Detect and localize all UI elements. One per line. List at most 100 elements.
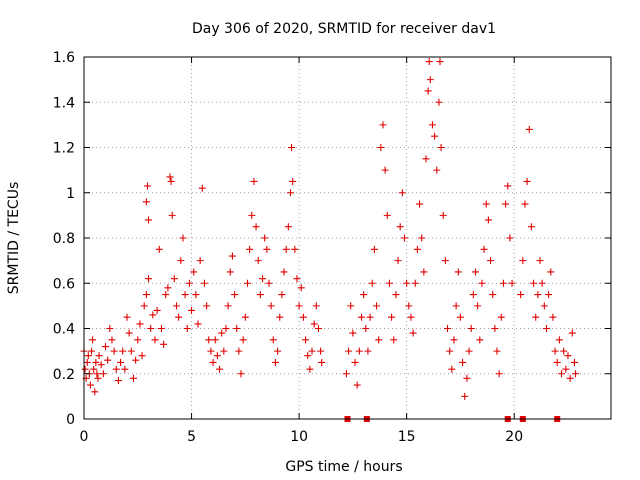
data-point	[194, 320, 202, 328]
data-point	[162, 291, 170, 299]
data-point	[299, 313, 307, 321]
data-point	[224, 302, 232, 310]
data-point	[183, 325, 191, 332]
x-tick-label: 10	[290, 429, 308, 445]
data-point	[226, 268, 234, 276]
data-point	[506, 234, 514, 242]
data-point	[117, 358, 125, 366]
data-point	[288, 144, 296, 151]
data-point	[452, 302, 460, 310]
data-point	[360, 291, 368, 299]
data-point	[286, 189, 294, 197]
data-point	[469, 291, 477, 299]
data-point	[499, 279, 507, 287]
data-point	[209, 358, 217, 366]
data-point	[89, 336, 97, 344]
data-point	[112, 365, 120, 373]
data-point	[467, 325, 475, 332]
data-point	[383, 211, 391, 219]
data-point	[222, 325, 230, 332]
data-point	[237, 370, 245, 378]
y-tick-label: 1.4	[53, 95, 75, 111]
data-point	[235, 347, 243, 355]
data-point	[170, 275, 178, 283]
data-point	[84, 352, 92, 360]
data-point	[188, 306, 196, 314]
data-point	[459, 358, 467, 366]
data-point	[545, 291, 553, 299]
data-point	[306, 365, 314, 373]
data-point	[502, 200, 510, 208]
data-point	[568, 329, 576, 337]
data-point	[157, 325, 165, 332]
data-point	[390, 336, 398, 344]
data-point	[411, 279, 419, 287]
data-point	[530, 279, 538, 287]
data-point	[192, 291, 200, 299]
data-point	[534, 291, 542, 299]
y-axis-label: SRMTID / TECUs	[6, 182, 22, 295]
data-point	[353, 381, 361, 389]
data-point	[153, 306, 161, 314]
data-point	[418, 234, 426, 242]
data-point	[190, 268, 198, 276]
data-point	[102, 343, 110, 351]
y-tick-label: 0.4	[53, 322, 75, 338]
data-point	[179, 234, 187, 242]
data-point	[185, 279, 193, 287]
data-point	[136, 320, 144, 328]
data-point	[478, 279, 486, 287]
data-points	[80, 58, 580, 400]
data-point	[280, 268, 288, 276]
data-point	[525, 125, 533, 133]
data-point	[172, 302, 180, 310]
data-point	[106, 325, 114, 332]
data-point	[304, 352, 312, 360]
data-point	[95, 352, 103, 360]
data-point	[471, 268, 479, 276]
data-point	[446, 347, 454, 355]
data-point	[256, 291, 264, 299]
data-point	[504, 182, 512, 190]
data-point	[123, 313, 131, 321]
data-point	[448, 365, 456, 373]
data-point	[560, 347, 568, 355]
data-point	[508, 279, 516, 287]
data-point	[149, 311, 157, 319]
data-point	[263, 245, 271, 253]
data-point	[203, 302, 211, 310]
data-point	[138, 352, 146, 360]
data-point	[134, 336, 142, 344]
data-point	[151, 336, 159, 344]
data-point	[381, 166, 389, 174]
data-point	[121, 365, 129, 373]
data-point	[370, 245, 378, 253]
data-point	[310, 320, 318, 328]
data-point	[439, 211, 447, 219]
data-point	[422, 155, 430, 163]
data-point	[564, 352, 572, 360]
data-point	[129, 374, 137, 382]
data-point	[207, 347, 215, 355]
x-tick-label: 0	[80, 429, 89, 445]
data-point	[142, 291, 150, 299]
data-point	[388, 313, 396, 321]
x-tick-label: 20	[505, 429, 523, 445]
data-point	[155, 245, 163, 253]
y-tick-label: 0.6	[53, 276, 75, 292]
data-point	[259, 275, 267, 283]
data-point	[99, 370, 107, 378]
y-tick-label: 1.6	[53, 50, 75, 66]
data-point	[379, 121, 387, 129]
data-point	[181, 291, 189, 299]
data-point	[433, 166, 441, 174]
data-point	[476, 336, 484, 344]
data-point	[482, 200, 490, 208]
data-point	[90, 365, 98, 373]
data-point	[497, 313, 505, 321]
data-point	[284, 223, 292, 231]
data-point	[168, 211, 176, 219]
data-point	[239, 336, 247, 344]
data-point	[140, 302, 148, 310]
data-point	[345, 347, 353, 355]
